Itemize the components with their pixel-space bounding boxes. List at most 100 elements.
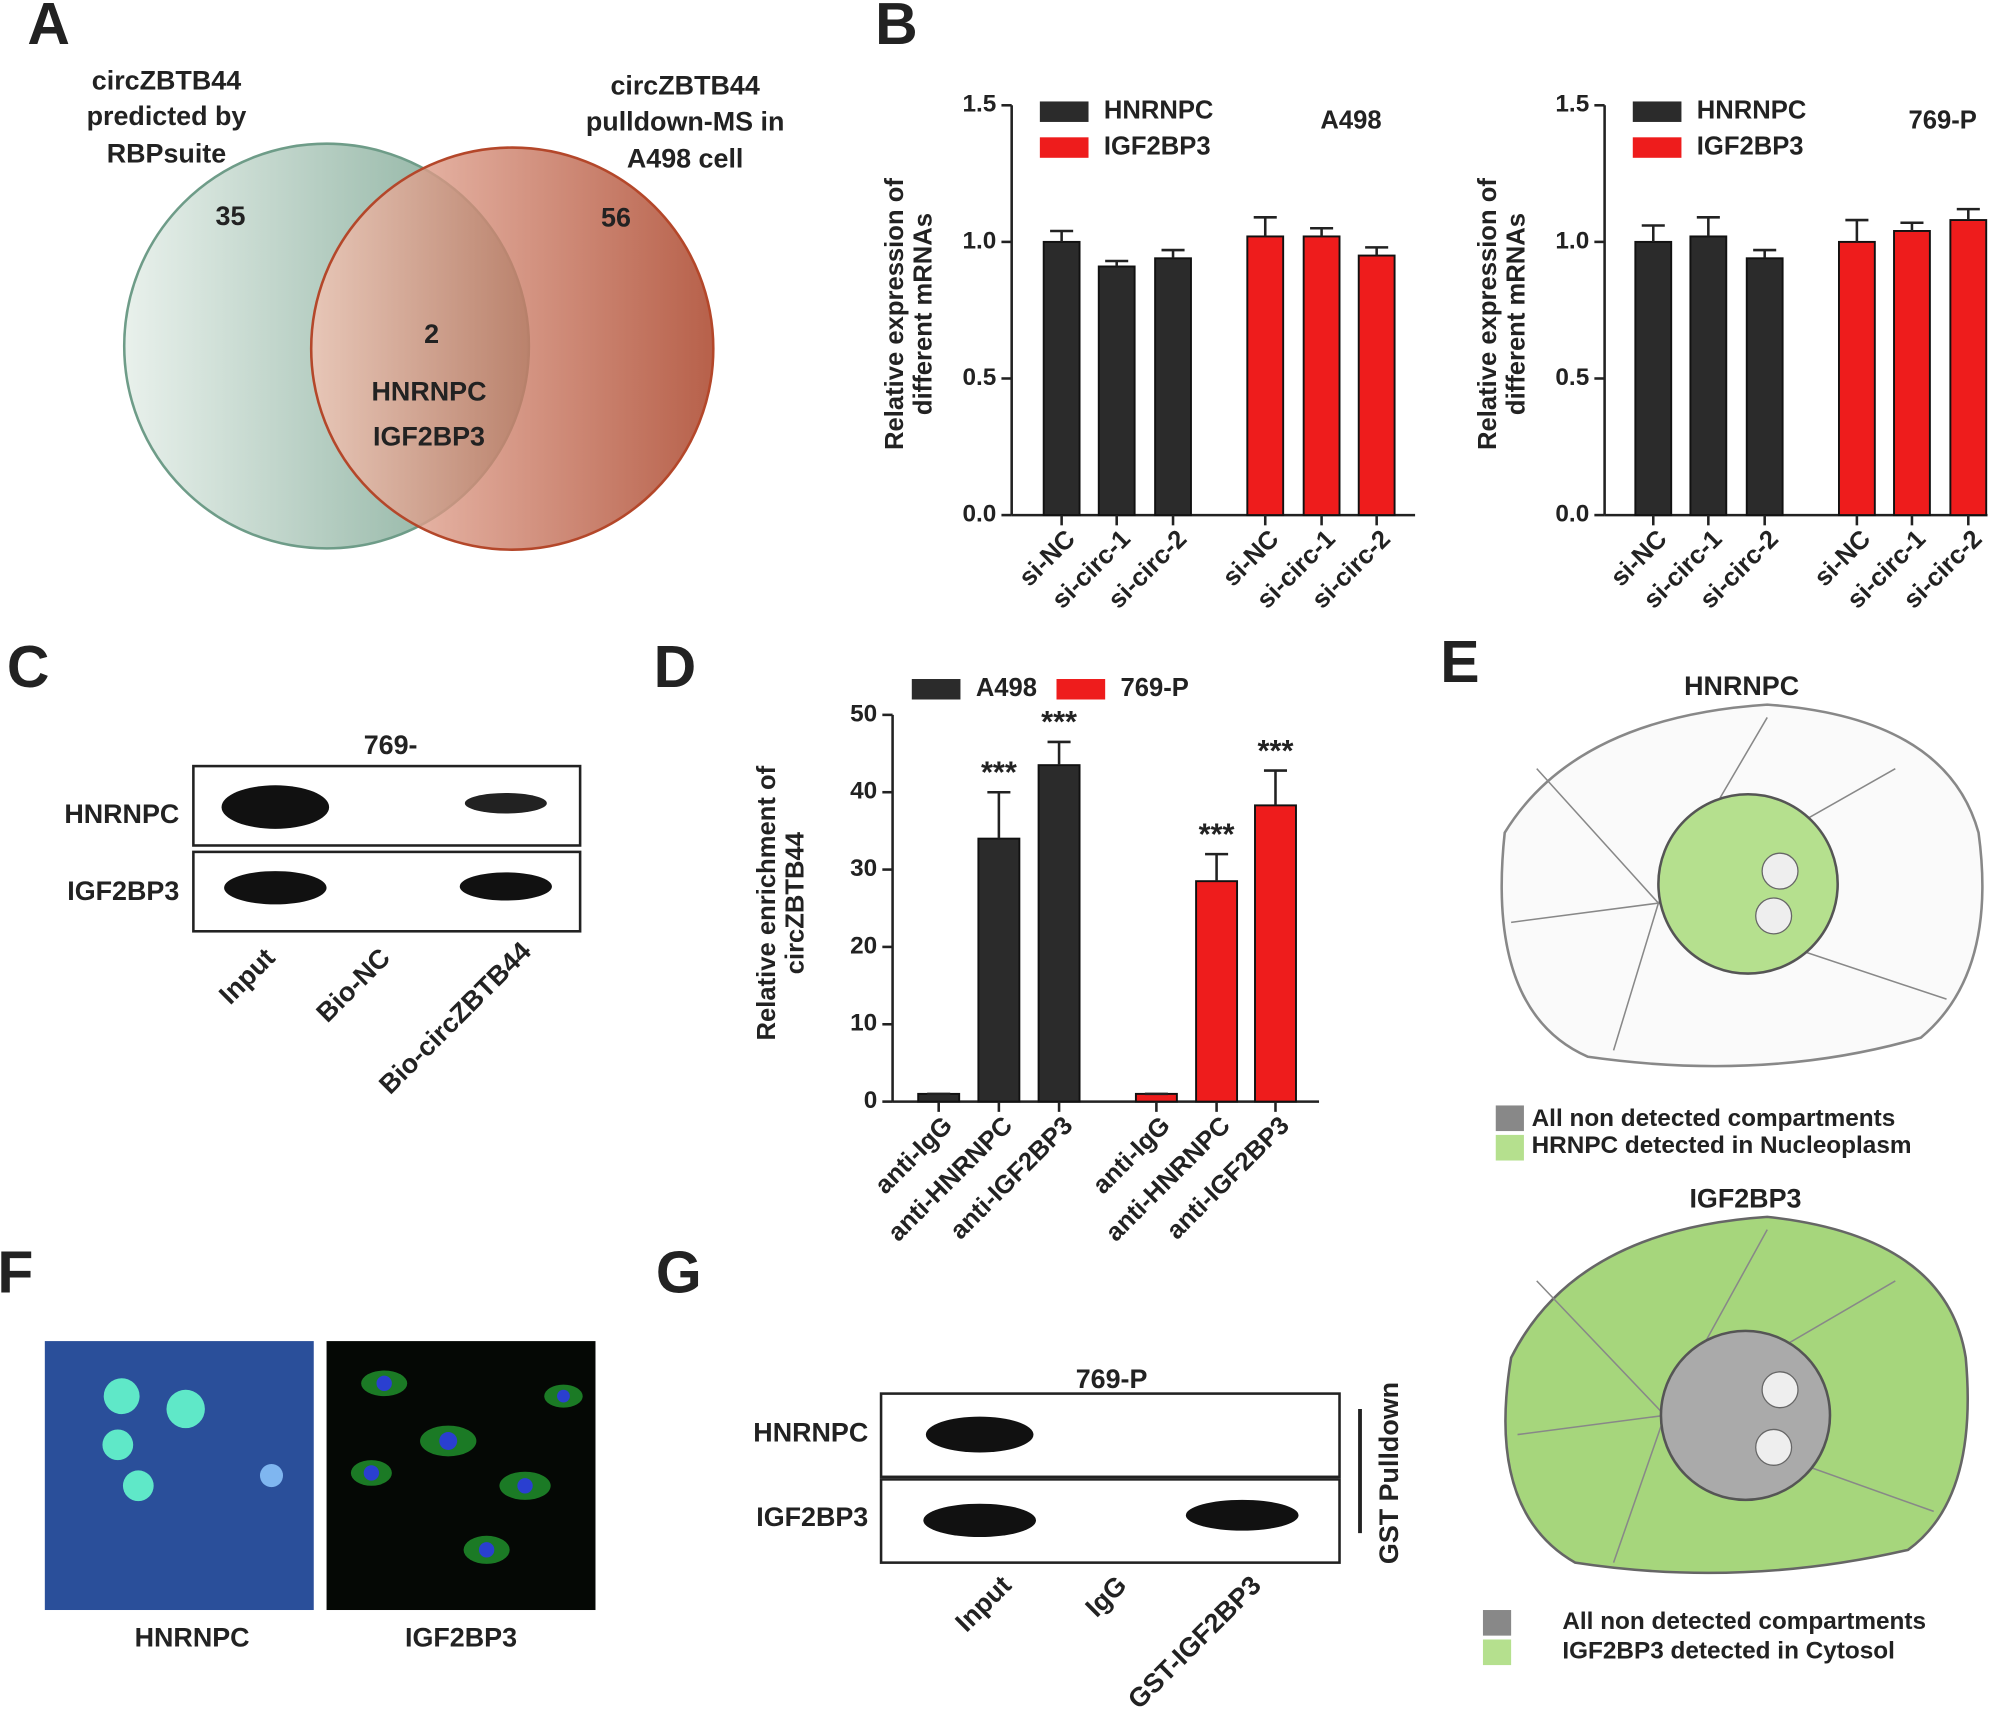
venn-count: 2 bbox=[424, 319, 439, 349]
band bbox=[224, 871, 327, 905]
bar bbox=[1745, 257, 1784, 517]
legend-label: IGF2BP3 bbox=[1104, 132, 1211, 160]
panel-letter: B bbox=[875, 0, 918, 57]
significance: *** bbox=[1199, 816, 1235, 851]
legend-swatch bbox=[1632, 137, 1682, 158]
blot-row-label: IGF2BP3 bbox=[756, 1502, 868, 1532]
bar bbox=[1042, 240, 1081, 517]
cell-title: HNRNPC bbox=[1684, 671, 1799, 701]
significance: *** bbox=[1041, 704, 1077, 739]
y-axis-label: different mRNAs bbox=[909, 213, 937, 415]
panel-letter: C bbox=[7, 635, 50, 700]
y-tick-label: 1.0 bbox=[1555, 227, 1589, 254]
legend-swatch bbox=[1039, 137, 1089, 158]
venn-item: IGF2BP3 bbox=[373, 421, 485, 451]
y-tick-label: 0.5 bbox=[962, 364, 996, 391]
bar bbox=[1195, 880, 1239, 1103]
nucleolus bbox=[1755, 1428, 1793, 1466]
bar bbox=[1893, 230, 1931, 517]
legend-text: HRNPC detected in Nucleoplasm bbox=[1532, 1132, 1912, 1159]
significance: *** bbox=[1258, 733, 1294, 768]
nucleus-stain bbox=[122, 1470, 154, 1502]
cell-line-label: A498 bbox=[1320, 107, 1381, 135]
legend-swatch bbox=[1482, 1639, 1512, 1666]
y-axis-label: Relative expression of bbox=[881, 178, 909, 450]
y-tick-label: 0 bbox=[864, 1087, 878, 1114]
band bbox=[459, 872, 552, 901]
y-axis-label: different mRNAs bbox=[1502, 213, 1530, 415]
blot-lane-label: GST-IGF2BP3 bbox=[1122, 1570, 1267, 1715]
nucleolus bbox=[1755, 897, 1793, 935]
blot-lane-label: Input bbox=[949, 1570, 1017, 1638]
y-axis-label: circZBTB44 bbox=[781, 831, 809, 974]
blot-row-label: IGF2BP3 bbox=[67, 876, 179, 906]
y-tick-label: 0.0 bbox=[1555, 501, 1589, 528]
band bbox=[925, 1416, 1034, 1453]
venn-label: predicted by bbox=[87, 101, 247, 131]
legend-swatch bbox=[911, 679, 961, 700]
legend-label: IGF2BP3 bbox=[1697, 132, 1804, 160]
nucleus-stain bbox=[103, 1378, 140, 1415]
y-tick-label: 1.5 bbox=[1555, 91, 1589, 118]
blot-title: 769-P bbox=[1076, 1364, 1148, 1394]
bar bbox=[1097, 265, 1136, 517]
side-label: GST Pulldown bbox=[1374, 1382, 1404, 1564]
band bbox=[464, 792, 547, 814]
band bbox=[221, 785, 330, 829]
legend-label: HNRNPC bbox=[1104, 96, 1214, 124]
nucleus bbox=[1659, 1329, 1832, 1502]
bar bbox=[1154, 257, 1192, 517]
nucleolus bbox=[1761, 852, 1799, 890]
blot-row-label: HNRNPC bbox=[753, 1418, 868, 1448]
venn-circle bbox=[309, 146, 715, 551]
nucleus bbox=[1657, 792, 1839, 975]
y-tick-label: 40 bbox=[850, 778, 877, 805]
y-tick-label: 1.5 bbox=[962, 91, 996, 118]
legend-label: 769-P bbox=[1121, 674, 1189, 702]
venn-label: A498 cell bbox=[627, 143, 744, 173]
y-tick-label: 50 bbox=[850, 700, 877, 727]
cell-title: IGF2BP3 bbox=[1689, 1183, 1801, 1213]
bar bbox=[1254, 804, 1297, 1103]
legend-swatch bbox=[1056, 679, 1106, 700]
legend-label: A498 bbox=[976, 674, 1037, 702]
nucleolus bbox=[1761, 1371, 1799, 1409]
legend-swatch bbox=[1495, 1105, 1524, 1132]
legend-text: IGF2BP3 detected in Cytosol bbox=[1562, 1638, 1895, 1665]
panel-letter: F bbox=[0, 1241, 33, 1306]
legend-text: All non detected compartments bbox=[1562, 1608, 1926, 1635]
nucleus-stain bbox=[166, 1389, 205, 1429]
legend-swatch bbox=[1039, 101, 1089, 122]
panel-letter: G bbox=[656, 1241, 702, 1306]
panel-letter: A bbox=[27, 0, 70, 57]
y-axis-label: Relative enrichment of bbox=[753, 765, 781, 1040]
venn-label: circZBTB44 bbox=[610, 70, 759, 100]
legend-swatch bbox=[1495, 1134, 1524, 1161]
venn-label: RBPsuite bbox=[107, 138, 227, 168]
y-tick-label: 1.0 bbox=[962, 227, 996, 254]
y-tick-label: 0.0 bbox=[962, 501, 996, 528]
venn-count: 35 bbox=[216, 201, 246, 231]
y-axis-label: Relative expression of bbox=[1474, 178, 1502, 450]
micrograph-label: IGF2BP3 bbox=[405, 1623, 517, 1653]
legend-swatch bbox=[1482, 1610, 1512, 1636]
y-tick-label: 20 bbox=[850, 932, 877, 959]
panel-letter: D bbox=[654, 635, 697, 700]
legend-label: HNRNPC bbox=[1697, 96, 1807, 124]
bar bbox=[1357, 254, 1396, 517]
blot-lane-label: Bio-circZBTB44 bbox=[373, 936, 537, 1100]
venn-count: 56 bbox=[601, 202, 631, 232]
band bbox=[923, 1503, 1037, 1538]
panel-letter: E bbox=[1440, 630, 1479, 695]
blot-title: 769- bbox=[364, 730, 418, 760]
venn-item: HNRNPC bbox=[372, 377, 487, 407]
bar bbox=[1246, 235, 1285, 517]
bar bbox=[1302, 235, 1341, 517]
blot-lane-label: Bio-NC bbox=[310, 942, 396, 1028]
band bbox=[1185, 1499, 1299, 1531]
micrograph-label: HNRNPC bbox=[135, 1623, 250, 1653]
bar bbox=[977, 837, 1021, 1103]
blot-lane-label: Input bbox=[213, 942, 281, 1010]
